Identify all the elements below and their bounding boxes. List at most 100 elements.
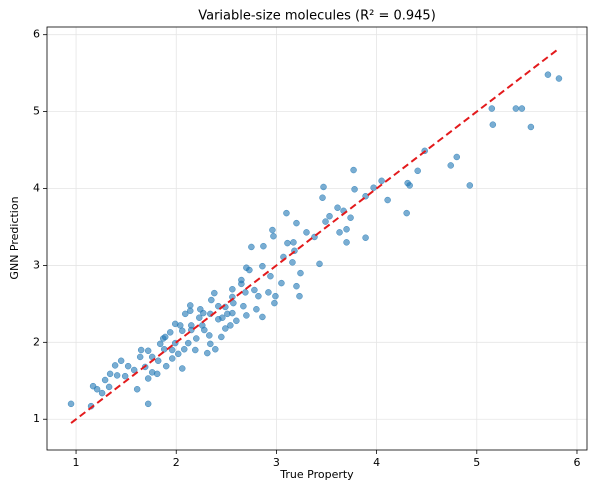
point <box>238 280 245 288</box>
point <box>230 299 237 307</box>
point <box>319 194 326 201</box>
plot-frame <box>46 26 588 451</box>
point <box>343 226 350 233</box>
point <box>259 262 266 270</box>
point <box>206 332 213 339</box>
point <box>336 229 343 236</box>
point <box>162 362 170 370</box>
point <box>154 357 162 365</box>
point <box>144 375 152 382</box>
point <box>179 365 186 372</box>
point <box>207 340 214 348</box>
point <box>466 182 474 189</box>
point <box>136 353 144 361</box>
point <box>211 289 218 297</box>
point <box>179 327 186 335</box>
point <box>124 362 132 370</box>
point <box>406 182 413 189</box>
point <box>144 400 152 408</box>
point <box>192 346 199 354</box>
point <box>208 296 215 304</box>
point <box>518 105 526 112</box>
point <box>218 333 225 341</box>
point <box>204 349 211 357</box>
point <box>200 309 207 317</box>
x-tick-label: 5 <box>473 456 480 469</box>
point <box>293 219 300 227</box>
point <box>156 340 164 348</box>
point <box>130 366 138 374</box>
y-tick-label: 3 <box>33 258 40 271</box>
point <box>293 282 300 290</box>
x-tick-label: 1 <box>73 456 80 469</box>
y-tick-label: 6 <box>33 28 40 41</box>
point <box>160 345 168 353</box>
point <box>267 272 274 280</box>
point <box>113 372 121 379</box>
point <box>265 289 272 296</box>
point <box>320 183 327 191</box>
point <box>296 292 303 300</box>
point <box>166 329 174 336</box>
point <box>322 218 329 225</box>
point <box>240 302 247 310</box>
point <box>159 335 167 342</box>
point <box>297 269 304 277</box>
point <box>362 234 369 241</box>
point <box>447 162 454 169</box>
point <box>260 242 267 250</box>
point <box>224 310 231 318</box>
y-tick-label: 2 <box>33 335 40 348</box>
x-tick-label: 2 <box>173 456 180 469</box>
point <box>105 383 113 391</box>
point <box>527 123 535 131</box>
point <box>326 212 333 220</box>
point <box>168 355 176 362</box>
point <box>168 346 176 354</box>
point <box>193 335 200 342</box>
point <box>253 306 260 313</box>
y-axis-label: GNN Prediction <box>8 196 21 279</box>
point <box>174 350 182 358</box>
point <box>233 317 240 325</box>
point <box>133 385 141 393</box>
point <box>121 372 129 380</box>
point <box>544 71 552 78</box>
point <box>453 153 461 161</box>
point <box>242 289 249 296</box>
point <box>403 209 410 217</box>
point <box>182 310 189 318</box>
x-tick-label: 4 <box>373 456 380 469</box>
point <box>316 260 323 268</box>
point <box>278 279 285 287</box>
point <box>290 239 297 246</box>
point <box>248 243 255 251</box>
point <box>185 339 192 347</box>
point <box>144 347 152 355</box>
x-tick-label: 3 <box>273 456 280 469</box>
point <box>153 370 161 378</box>
point <box>187 302 194 309</box>
point <box>378 177 385 185</box>
chart-title: Variable-size molecules (R² = 0.945) <box>198 9 436 24</box>
point <box>171 320 179 328</box>
point <box>222 325 229 332</box>
point <box>215 316 222 323</box>
reference-line <box>70 47 560 424</box>
point <box>414 167 421 175</box>
point <box>229 286 236 293</box>
point <box>259 313 266 321</box>
point <box>350 166 357 174</box>
x-axis-label: True Property <box>279 468 354 481</box>
point <box>101 376 109 384</box>
point <box>334 204 341 211</box>
point <box>67 400 75 408</box>
point <box>488 105 496 112</box>
point <box>255 292 262 300</box>
point <box>303 229 310 236</box>
y-tick-label: 1 <box>33 412 40 425</box>
point <box>201 326 208 334</box>
point <box>98 389 106 397</box>
point <box>188 322 195 329</box>
